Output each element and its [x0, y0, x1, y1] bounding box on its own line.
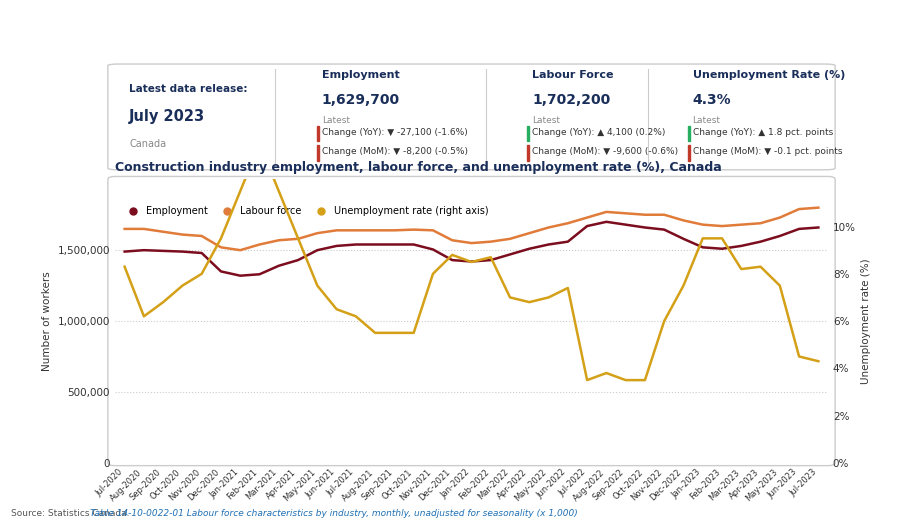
Text: Labour Force: Labour Force [531, 70, 613, 80]
Text: Latest data release:: Latest data release: [129, 84, 247, 94]
Y-axis label: Number of workers: Number of workers [42, 271, 52, 371]
Text: Construction industry employment, labour force, and unemployment rate (%), Canad: Construction industry employment, labour… [115, 161, 721, 174]
Bar [316, 145, 319, 161]
Text: Change (YoY): ▲ 4,100 (0.2%): Change (YoY): ▲ 4,100 (0.2%) [531, 128, 664, 137]
Text: Change (MoM): ▼ -0.1 pct. points: Change (MoM): ▼ -0.1 pct. points [692, 148, 841, 157]
Text: Employment: Employment [322, 70, 399, 80]
Text: Latest: Latest [692, 116, 720, 125]
Text: 1,629,700: 1,629,700 [322, 93, 400, 107]
FancyBboxPatch shape [108, 64, 834, 170]
Text: Latest: Latest [531, 116, 560, 125]
Bar [527, 126, 528, 141]
Text: Latest: Latest [322, 116, 349, 125]
Text: Change (MoM): ▼ -8,200 (-0.5%): Change (MoM): ▼ -8,200 (-0.5%) [322, 148, 467, 157]
Text: Source: Statistics Canada.: Source: Statistics Canada. [11, 509, 130, 518]
Text: Unemployment Rate (%): Unemployment Rate (%) [692, 70, 844, 80]
Y-axis label: Unemployment rate (%): Unemployment rate (%) [860, 258, 870, 384]
Bar [686, 126, 689, 141]
Bar [316, 126, 319, 141]
Text: 4.3%: 4.3% [692, 93, 731, 107]
Text: Change (MoM): ▼ -9,600 (-0.6%): Change (MoM): ▼ -9,600 (-0.6%) [531, 148, 677, 157]
Text: Change (YoY): ▲ 1.8 pct. points: Change (YoY): ▲ 1.8 pct. points [692, 128, 832, 137]
Text: 1,702,200: 1,702,200 [531, 93, 609, 107]
Text: Canada: Canada [129, 139, 166, 149]
FancyBboxPatch shape [108, 176, 834, 465]
Text: July 2023: July 2023 [129, 109, 205, 124]
Bar [686, 145, 689, 161]
Text: Table 14-10-0022-01 Labour force characteristics by industry, monthly, unadjuste: Table 14-10-0022-01 Labour force charact… [90, 509, 577, 518]
Text: Change (YoY): ▼ -27,100 (-1.6%): Change (YoY): ▼ -27,100 (-1.6%) [322, 128, 467, 137]
Bar [527, 145, 528, 161]
Legend: Employment, Labour force, Unemployment rate (right axis): Employment, Labour force, Unemployment r… [119, 203, 492, 220]
